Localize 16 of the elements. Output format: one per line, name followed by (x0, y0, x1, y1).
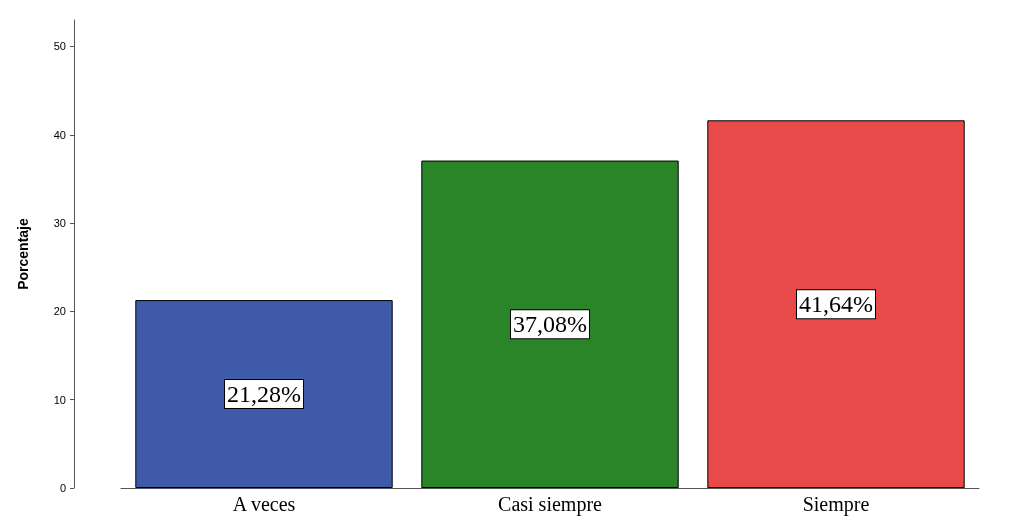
x-tick-label: Siempre (802, 493, 870, 516)
y-tick-label: 30 (53, 217, 66, 230)
y-tick-label: 0 (59, 482, 66, 494)
x-tick-label: Casi siempre (498, 493, 603, 516)
data-label: 37,08% (513, 311, 587, 338)
y-axis-title: Porcentaje (15, 218, 31, 290)
y-tick-label: 20 (53, 305, 66, 318)
y-tick-label: 50 (53, 40, 66, 53)
bar (135, 300, 393, 488)
bar (421, 160, 679, 488)
data-label: 41,64% (799, 291, 873, 318)
data-label: 21,28% (227, 381, 301, 408)
bar (707, 120, 965, 488)
x-tick-label: A veces (232, 493, 296, 515)
y-tick-label: 10 (53, 393, 66, 406)
y-tick-label: 40 (53, 128, 66, 141)
